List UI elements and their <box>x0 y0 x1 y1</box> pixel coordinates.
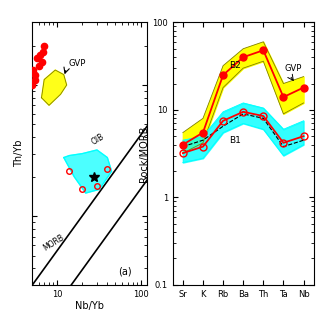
Text: (a): (a) <box>118 266 132 276</box>
Text: B2: B2 <box>229 61 241 70</box>
Text: GVP: GVP <box>68 59 85 68</box>
Text: B1: B1 <box>229 136 241 145</box>
Y-axis label: Rock/MORB: Rock/MORB <box>140 125 149 182</box>
Text: MORB: MORB <box>42 232 66 252</box>
X-axis label: Nb/Yb: Nb/Yb <box>75 301 104 311</box>
Y-axis label: Th/Yb: Th/Yb <box>14 140 24 167</box>
Polygon shape <box>64 150 112 193</box>
Text: OIB: OIB <box>90 132 106 147</box>
Polygon shape <box>42 70 67 105</box>
Text: GVP: GVP <box>284 64 302 73</box>
